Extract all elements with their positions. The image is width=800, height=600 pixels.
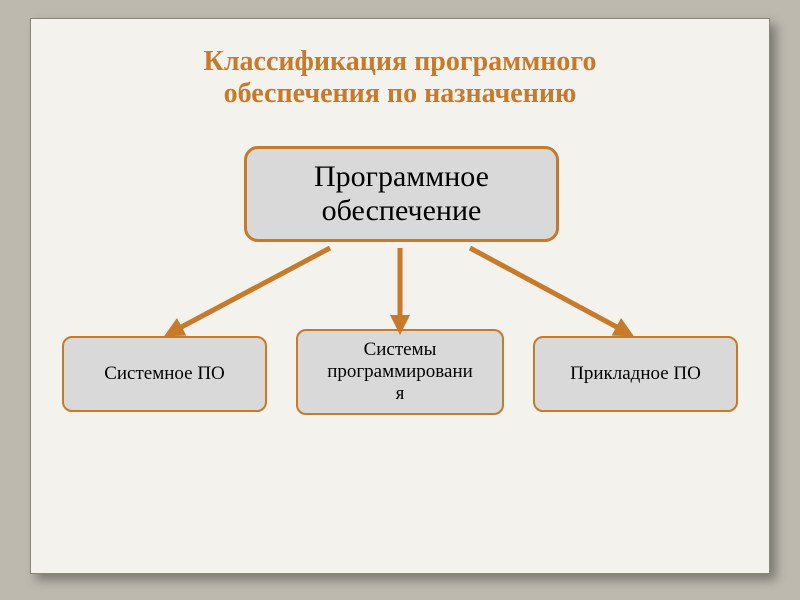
root-label-line2: обеспечение — [322, 194, 482, 227]
diagram-child-progsys: Системы программировани я — [296, 329, 504, 415]
diagram-child-system: Системное ПО — [62, 336, 267, 412]
diagram-child-applied: Прикладное ПО — [533, 336, 738, 412]
root-label-line1: Программное — [314, 160, 489, 193]
child-progsys-label-l1: Системы — [364, 339, 437, 360]
diagram-root-node: Программное обеспечение — [244, 146, 559, 242]
child-progsys-label-l2: программировани — [327, 361, 473, 382]
slide-title: Классификация программного обеспечения п… — [90, 46, 710, 110]
child-system-label: Системное ПО — [104, 363, 225, 385]
title-line2: обеспечения по назначению — [224, 78, 577, 109]
child-applied-label: Прикладное ПО — [570, 363, 701, 385]
child-progsys-label-l3: я — [396, 383, 405, 404]
title-line1: Классификация программного — [204, 46, 597, 77]
